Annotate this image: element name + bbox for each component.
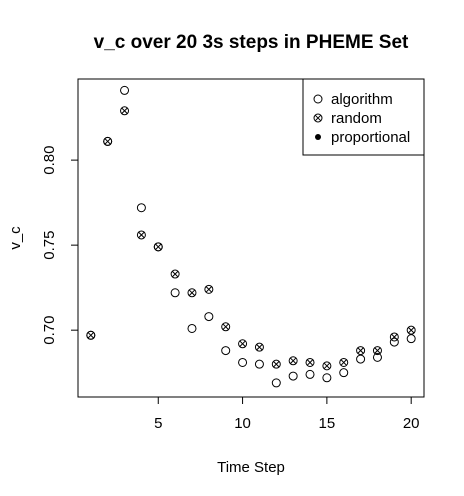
y-axis: 0.70 0.75 0.80 <box>41 146 79 345</box>
legend-marker-algorithm <box>313 94 323 104</box>
algorithm-point <box>322 373 332 383</box>
random-point <box>356 346 366 356</box>
random-point <box>339 357 349 367</box>
algorithm-point <box>238 357 248 367</box>
random-point <box>305 357 315 367</box>
algorithm-point <box>305 369 315 379</box>
legend-marker-proportional <box>315 134 321 140</box>
data-points <box>86 85 416 388</box>
random-point <box>322 361 332 371</box>
random-point <box>406 325 416 335</box>
x-tick-label: 15 <box>319 415 336 432</box>
random-point <box>238 339 248 349</box>
x-tick-label: 10 <box>234 415 251 432</box>
random-point <box>271 359 281 369</box>
algorithm-point <box>136 203 146 213</box>
algorithm-point <box>170 288 180 298</box>
algorithm-point <box>221 346 231 356</box>
random-point <box>204 284 214 294</box>
legend-marker-random <box>313 113 323 123</box>
random-point <box>187 288 197 298</box>
algorithm-point <box>389 337 399 347</box>
y-tick-label: 0.80 <box>41 146 58 175</box>
legend-label-algorithm: algorithm <box>331 91 393 108</box>
random-point <box>153 242 163 252</box>
algorithm-point <box>120 85 130 95</box>
chart-title: v_c over 20 3s steps in PHEME Set <box>94 32 409 53</box>
x-axis: 5 10 15 20 <box>154 396 420 432</box>
legend-box <box>302 78 425 156</box>
y-axis-label: v_c <box>7 226 24 250</box>
algorithm-point <box>406 334 416 344</box>
random-point <box>170 269 180 279</box>
random-point <box>372 346 382 356</box>
random-point <box>86 330 96 340</box>
y-tick-label: 0.70 <box>41 316 58 345</box>
random-point <box>221 322 231 332</box>
random-point <box>103 136 113 146</box>
algorithm-point <box>356 354 366 364</box>
y-tick-label: 0.75 <box>41 231 58 260</box>
random-point <box>136 230 146 240</box>
algorithm-point <box>271 378 281 388</box>
algorithm-point <box>339 368 349 378</box>
legend-label-proportional: proportional <box>331 129 410 146</box>
random-point <box>120 106 130 116</box>
random-point <box>288 356 298 366</box>
legend: algorithm random proportional <box>302 78 425 156</box>
algorithm-point <box>204 312 214 322</box>
algorithm-point <box>187 323 197 333</box>
x-tick-label: 5 <box>154 415 162 432</box>
x-tick-label: 20 <box>403 415 420 432</box>
x-axis-label: Time Step <box>217 459 285 476</box>
random-point <box>254 342 264 352</box>
algorithm-point <box>254 359 264 369</box>
algorithm-point <box>372 352 382 362</box>
algorithm-point <box>288 371 298 381</box>
random-point <box>389 332 399 342</box>
legend-label-random: random <box>331 110 382 127</box>
